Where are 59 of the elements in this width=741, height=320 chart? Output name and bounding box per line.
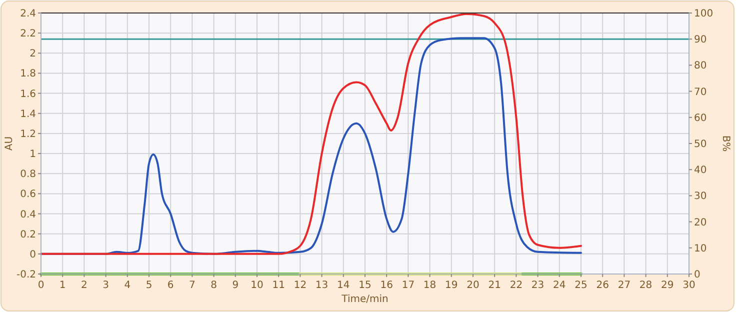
y2-tick-label: 90 xyxy=(694,34,707,46)
x-tick-label: 15 xyxy=(358,280,372,291)
x-tick-label: 30 xyxy=(682,280,696,291)
y-tick-label: 0.8 xyxy=(20,169,36,180)
x-tick-label: 29 xyxy=(661,280,674,291)
y-tick-label: 1.6 xyxy=(20,88,36,100)
x-tick-label: 6 xyxy=(167,280,174,291)
y-tick-label: 2.2 xyxy=(20,28,36,40)
y-tick-label: 1.2 xyxy=(20,128,36,140)
x-tick-label: 16 xyxy=(380,280,393,291)
y-tick-label: 0.2 xyxy=(20,229,36,240)
x-tick-label: 27 xyxy=(618,280,631,291)
y2-axis-title: B% xyxy=(720,135,731,152)
x-tick-label: 12 xyxy=(294,280,307,291)
y-tick-label: 1 xyxy=(30,149,36,160)
x-tick-label: 3 xyxy=(102,280,109,291)
y-axis-title: AU xyxy=(4,136,15,151)
x-tick-label: 17 xyxy=(402,280,415,291)
x-tick-label: 4 xyxy=(124,280,131,291)
x-tick-label: 20 xyxy=(466,280,480,291)
y2-tick-label: 30 xyxy=(694,191,707,202)
x-tick-label: 28 xyxy=(639,280,652,291)
x-tick-label: 8 xyxy=(210,280,217,291)
x-tick-label: 25 xyxy=(574,280,588,291)
x-tick-label: 11 xyxy=(272,280,285,291)
x-tick-label: 10 xyxy=(250,280,264,291)
x-tick-label: 5 xyxy=(146,280,152,291)
x-tick-label: 0 xyxy=(38,280,44,291)
x-tick-label: 1 xyxy=(59,280,66,291)
x-tick-label: 22 xyxy=(510,280,523,291)
x-tick-label: 19 xyxy=(445,280,458,291)
y2-tick-label: 100 xyxy=(694,8,714,20)
y2-tick-label: 20 xyxy=(694,217,707,228)
y-tick-label: 0.6 xyxy=(20,189,36,200)
x-tick-label: 2 xyxy=(81,280,88,291)
x-tick-label: 21 xyxy=(488,280,501,291)
x-tick-label: 24 xyxy=(553,280,566,291)
x-tick-label: 23 xyxy=(531,280,544,291)
y2-tick-label: 80 xyxy=(694,60,707,72)
y-tick-label: 1.4 xyxy=(20,108,36,120)
x-axis-title: Time/min xyxy=(340,294,388,305)
y-tick-label: 2.4 xyxy=(20,8,36,20)
y-tick-label: -0.2 xyxy=(16,270,36,280)
y2-tick-label: 70 xyxy=(694,86,707,98)
y2-tick-label: 40 xyxy=(694,165,707,176)
y-tick-label: 1.8 xyxy=(20,68,36,80)
y2-tick-label: 0 xyxy=(694,270,700,280)
y2-tick-label: 10 xyxy=(694,243,707,254)
y-tick-label: 0.4 xyxy=(20,209,36,220)
x-tick-label: 7 xyxy=(189,280,196,291)
x-tick-label: 9 xyxy=(232,280,239,291)
y-tick-label: 2 xyxy=(30,48,36,60)
y-tick-label: 0 xyxy=(30,249,36,260)
y2-tick-label: 60 xyxy=(694,112,707,124)
x-tick-label: 18 xyxy=(423,280,436,291)
x-tick-label: 26 xyxy=(596,280,609,291)
x-tick-label: 13 xyxy=(315,280,328,291)
y2-tick-label: 50 xyxy=(694,139,707,150)
x-tick-label: 14 xyxy=(337,280,350,291)
